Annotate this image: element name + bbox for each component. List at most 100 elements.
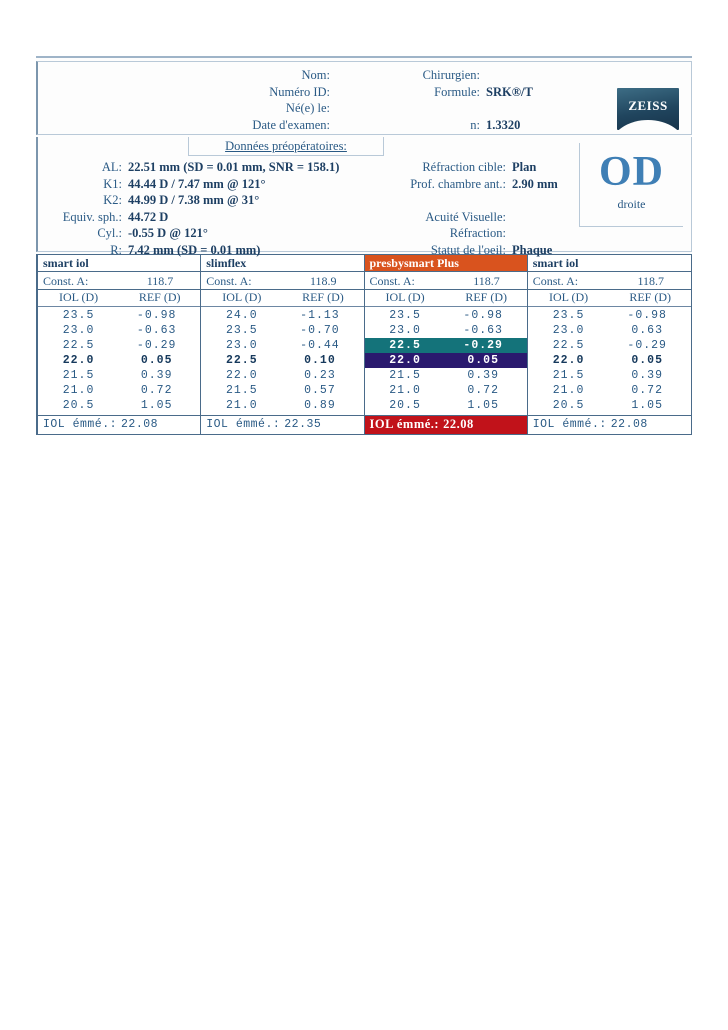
- iol-value: 21.5: [389, 369, 421, 382]
- iol-value: 22.5: [62, 339, 95, 352]
- preoperative-data-block: Données préopératoires: AL: 22.51 mm (SD …: [36, 137, 692, 257]
- iol-value: 23.5: [226, 324, 258, 337]
- table-row: 21.5 0.39: [528, 368, 691, 383]
- iol-value: 23.5: [552, 309, 585, 322]
- ref-value: -0.63: [136, 324, 177, 337]
- const-a-row-4: Const. A: 118.7: [527, 272, 691, 290]
- iol-header-4: IOL (D): [548, 290, 589, 304]
- const-a-label-4: Const. A:: [532, 274, 579, 288]
- patient-header-block: Nom: Numéro ID: Né(e) le: Date d'examen:…: [36, 61, 692, 135]
- const-a-row-2: Const. A: 118.9: [201, 272, 364, 290]
- k2-label: K2:: [103, 193, 122, 207]
- power-rows-4: 23.5 -0.98 23.0 0.63 22.5 -0.29 22.0 0.05 21…: [528, 307, 691, 415]
- table-row-selected-indigo: 22.0 0.05: [364, 353, 527, 368]
- emme-value-1: 22.08: [121, 418, 159, 431]
- table-row: 22.0 0.05: [38, 353, 200, 368]
- refraction-label: Réfraction:: [449, 226, 506, 240]
- sph-equiv-label: Equiv. sph.:: [62, 209, 122, 224]
- iol-header-3: IOL (D): [385, 290, 425, 304]
- emme-label-2: IOL émmé.:: [206, 418, 281, 431]
- anterior-chamber-depth-label: Prof. chambre ant.:: [410, 176, 506, 191]
- table-row: 22.5 0.10: [201, 353, 363, 368]
- cyl-label: Cyl.:: [97, 226, 122, 240]
- emme-value-2: 22.35: [284, 418, 322, 431]
- ref-header-4: REF (D): [629, 290, 672, 304]
- patient-id-label: Numéro ID:: [269, 84, 330, 99]
- const-a-row-1: Const. A: 118.7: [38, 272, 201, 290]
- ref-value: 0.89: [304, 399, 336, 412]
- table-row: 21.0 0.89: [201, 398, 363, 413]
- emmetropic-iol-row-3: IOL émmé.: 22.08: [364, 415, 527, 434]
- emmetropic-iol-row-1: IOL émmé.: 22.08: [38, 415, 201, 434]
- eye-status-label: Statut de l'oeil:: [430, 242, 506, 257]
- const-a-row-3: Const. A: 118.7: [364, 272, 527, 290]
- target-refraction-value: Plan: [512, 160, 537, 174]
- iol-value: 23.0: [62, 324, 95, 337]
- ref-value: 0.23: [304, 369, 336, 382]
- ref-value: 0.39: [140, 369, 173, 382]
- iol-calculation-report: Nom: Numéro ID: Né(e) le: Date d'examen:…: [36, 56, 692, 435]
- measurement-row-sph-equiv: Equiv. sph.: 44.72 D: [38, 209, 368, 226]
- ref-value: 0.05: [140, 354, 173, 367]
- table-row: 23.5 -0.98: [528, 308, 691, 323]
- iol-column-2: slimflex Const. A: 118.9 IOL (D) REF (D)…: [201, 255, 365, 434]
- iol-header-1: IOL (D): [58, 290, 99, 304]
- emmetropic-iol-row-4: IOL émmé.: 22.08: [527, 415, 691, 434]
- eye-status-row: Statut de l'oeil: Phaque: [374, 242, 604, 259]
- iol-value: 23.0: [389, 324, 421, 337]
- const-a-value-4: 118.7: [637, 274, 664, 288]
- measurement-row-al: AL: 22.51 mm (SD = 0.01 mm, SNR = 158.1): [38, 159, 368, 176]
- iol-value: 23.0: [552, 324, 585, 337]
- patient-fields: Nom: Numéro ID: Né(e) le: Date d'examen:: [38, 67, 338, 133]
- table-row: 23.5 -0.98: [365, 308, 527, 323]
- refractive-index-value: 1.3320: [486, 117, 521, 132]
- refractive-index-label: n:: [470, 117, 480, 132]
- formula-value: SRK®/T: [486, 84, 533, 99]
- ref-value: -0.70: [300, 324, 340, 337]
- preoperative-title-box: Données préopératoires:: [188, 137, 384, 156]
- ref-header-3: REF (D): [465, 290, 508, 304]
- ref-value: 1.05: [631, 399, 663, 412]
- ref-value: -0.29: [463, 339, 503, 352]
- iol-column-1: smart iol Const. A: 118.7 IOL (D) REF (D…: [38, 255, 202, 434]
- biometry-measurements: AL: 22.51 mm (SD = 0.01 mm, SNR = 158.1) …: [38, 159, 368, 258]
- iol-value: 21.0: [552, 384, 585, 397]
- sph-equiv-value: 44.72 D: [128, 209, 169, 224]
- ref-value: -1.13: [300, 309, 340, 322]
- const-a-label-3: Const. A:: [369, 274, 415, 288]
- iol-value: 21.0: [62, 384, 95, 397]
- formula-label: Formule:: [434, 84, 480, 99]
- table-row: 22.5 -0.29: [38, 338, 200, 353]
- ref-value: 0.72: [467, 384, 499, 397]
- ref-value: -0.98: [463, 309, 503, 322]
- ref-header-2: REF (D): [302, 290, 344, 304]
- exam-meta-fields: Chirurgien: Formule: SRK®/T n: 1.3320: [368, 67, 618, 133]
- refraction-row: Réfraction:: [374, 225, 604, 242]
- ref-value: 1.05: [467, 399, 499, 412]
- table-row: 21.0 0.72: [365, 383, 527, 398]
- table-row: 20.5 1.05: [38, 398, 200, 413]
- ref-value: -0.29: [627, 339, 667, 352]
- ref-value: -0.98: [627, 309, 667, 322]
- iol-value: 21.0: [226, 399, 258, 412]
- patient-birthdate-label: Né(e) le:: [285, 101, 330, 115]
- eye-status-value: Phaque: [512, 242, 553, 257]
- visual-acuity-label: Acuité Visuelle:: [425, 209, 506, 224]
- iol-value: 22.0: [552, 354, 585, 367]
- zeiss-logo: ZEISS: [617, 88, 679, 130]
- k1-value: 44.44 D / 7.47 mm @ 121°: [128, 176, 266, 191]
- table-row: 22.5 -0.29: [528, 338, 691, 353]
- cyl-value: -0.55 D @ 121°: [128, 226, 208, 240]
- exam-date-label: Date d'examen:: [252, 117, 330, 132]
- const-a-value-3: 118.7: [473, 274, 500, 288]
- eye-code: OD: [599, 149, 664, 195]
- surgeon-row: Chirurgien:: [368, 67, 618, 84]
- table-row: 21.5 0.39: [365, 368, 527, 383]
- visual-acuity-row: Acuité Visuelle:: [374, 209, 604, 226]
- k1-label: K1:: [103, 176, 122, 191]
- table-row: 23.0 -0.44: [201, 338, 363, 353]
- r-value: 7.42 mm (SD = 0.01 mm): [128, 242, 261, 257]
- measurement-row-k2: K2: 44.99 D / 7.38 mm @ 31°: [38, 192, 368, 209]
- lens-name-3: presbysmart Plus: [364, 255, 527, 272]
- emme-value-4: 22.08: [610, 418, 648, 431]
